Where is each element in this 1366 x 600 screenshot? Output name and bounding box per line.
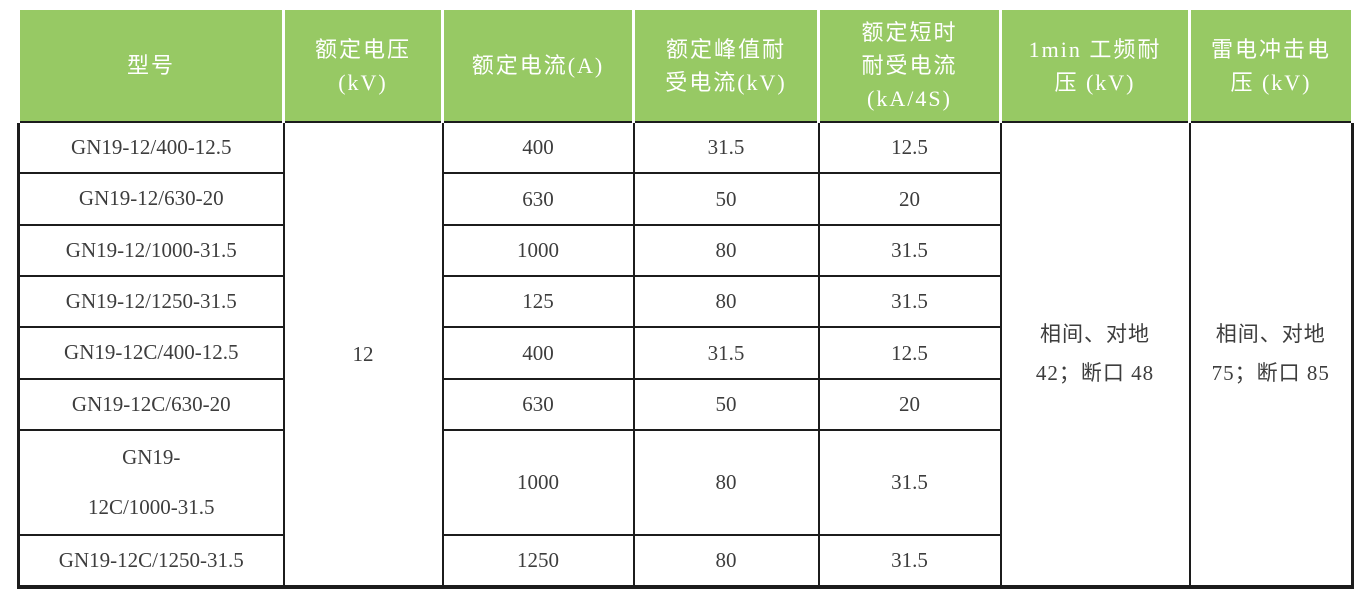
- short-time-current-cell: 31.5: [817, 429, 1002, 537]
- power-frequency-cell: 相间、对地 42；断口 48: [999, 120, 1191, 589]
- table-row: GN19-12/1250-31.5 125 80 31.5: [17, 275, 1353, 329]
- short-time-current-cell: 12.5: [817, 326, 1002, 380]
- peak-current-cell: 80: [632, 223, 820, 278]
- model-cell: GN19-12/1250-31.5: [17, 275, 285, 329]
- short-time-current-cell: 31.5: [817, 223, 1002, 278]
- header-short-time-withstand-current: 额定短时 耐受电流 (kA/4S): [817, 10, 1002, 123]
- rated-voltage-cell: 12: [282, 120, 444, 589]
- rated-current-cell: 1000: [441, 429, 635, 537]
- model-cell: GN19-12/1000-31.5: [17, 223, 285, 278]
- lightning-impulse-cell: 相间、对地 75；断口 85: [1188, 120, 1354, 589]
- peak-current-cell: 80: [632, 275, 820, 329]
- table-row: GN19-12C/400-12.5 400 31.5 12.5: [17, 326, 1353, 380]
- model-cell: GN19-12C/400-12.5: [17, 326, 285, 380]
- rated-current-cell: 400: [441, 120, 635, 175]
- peak-current-cell: 50: [632, 172, 820, 226]
- peak-current-cell: 31.5: [632, 326, 820, 380]
- header-rated-current: 额定电流(A): [441, 10, 635, 123]
- header-peak-withstand-current: 额定峰值耐 受电流(kV): [632, 10, 820, 123]
- table-row: GN19-12/400-12.5 12 400 31.5 12.5 相间、对地 …: [17, 120, 1354, 589]
- short-time-current-cell: 31.5: [817, 534, 1002, 589]
- rated-current-cell: 1000: [441, 223, 635, 278]
- model-cell: GN19-12/400-12.5: [17, 120, 285, 175]
- model-cell: GN19-12C/1250-31.5: [17, 534, 285, 589]
- header-power-frequency-withstand-voltage: 1min 工频耐 压 (kV): [999, 10, 1191, 123]
- header-lightning-impulse-voltage: 雷电冲击电 压 (kV): [1188, 10, 1354, 123]
- rated-current-cell: 630: [441, 172, 635, 226]
- peak-current-cell: 31.5: [632, 120, 820, 175]
- peak-current-cell: 80: [632, 534, 820, 589]
- short-time-current-cell: 12.5: [817, 120, 1002, 175]
- peak-current-cell: 50: [632, 377, 820, 432]
- peak-current-cell: 80: [632, 429, 820, 537]
- rated-current-cell: 125: [441, 275, 635, 329]
- short-time-current-cell: 20: [817, 377, 1002, 432]
- table-row: GN19-12/1000-31.5 1000 80 31.5: [17, 223, 1353, 278]
- model-cell: GN19-12/630-20: [17, 172, 285, 226]
- table-row: GN19-12/630-20 630 50 20: [17, 172, 1353, 226]
- short-time-current-cell: 20: [817, 172, 1002, 226]
- switch-spec-table: 型号 额定电压 (kV) 额定电流(A) 额定峰值耐 受电流(kV) 额定短时 …: [17, 10, 1354, 590]
- rated-current-cell: 630: [441, 377, 635, 432]
- model-cell: GN19- 12C/1000-31.5: [17, 429, 285, 537]
- table-row: GN19-12C/1250-31.5 1250 80 31.5: [17, 534, 1353, 589]
- table-row: GN19- 12C/1000-31.5 1000 80 31.5: [17, 429, 1353, 537]
- rated-current-cell: 1250: [441, 534, 635, 589]
- header-model: 型号: [17, 10, 285, 123]
- model-cell: GN19-12C/630-20: [17, 377, 285, 432]
- rated-current-cell: 400: [441, 326, 635, 380]
- short-time-current-cell: 31.5: [817, 275, 1002, 329]
- header-rated-voltage: 额定电压 (kV): [282, 10, 444, 123]
- header-row: 型号 额定电压 (kV) 额定电流(A) 额定峰值耐 受电流(kV) 额定短时 …: [17, 10, 1354, 123]
- table-row: GN19-12C/630-20 630 50 20: [17, 377, 1353, 432]
